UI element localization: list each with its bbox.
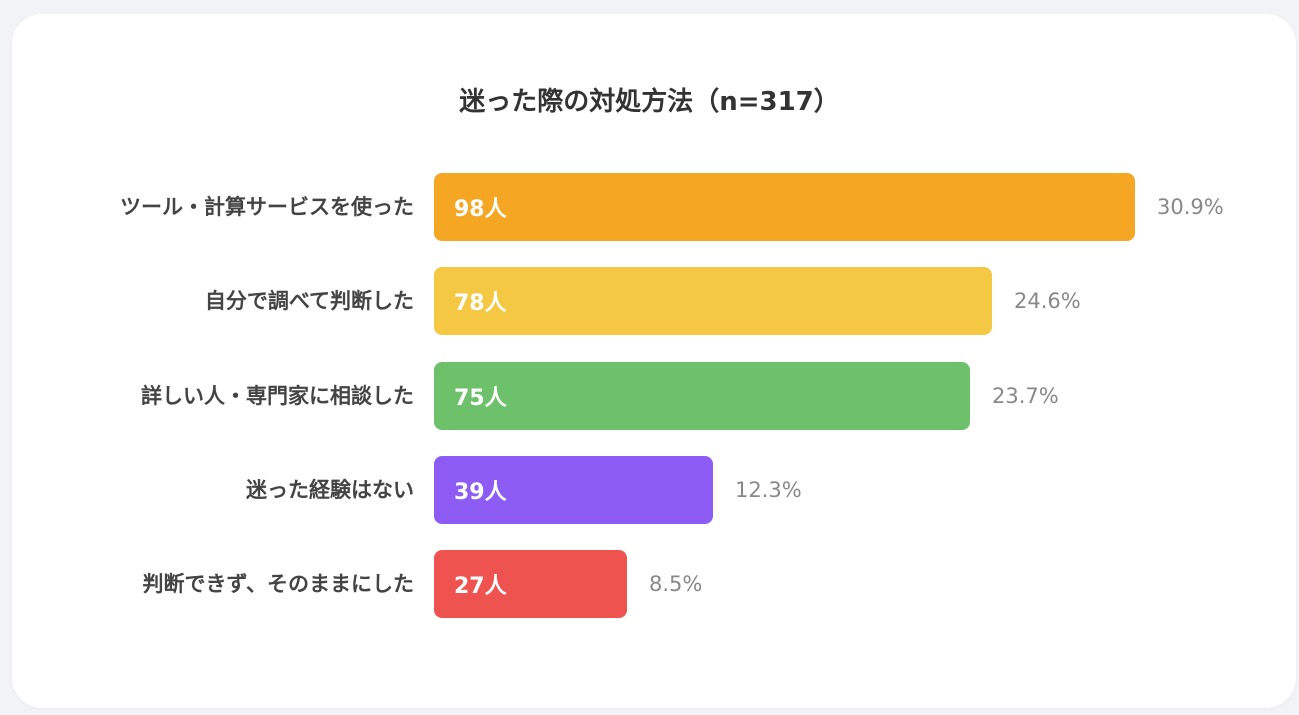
- bar: 39人: [434, 455, 713, 524]
- bar-row: 迷った経験はない 39人 12.3%: [0, 455, 1299, 524]
- percent-label: 8.5%: [649, 572, 703, 596]
- bar: 98人: [434, 173, 1135, 241]
- bar-row: 判断できず、そのままにした 27人 8.5%: [0, 550, 1299, 618]
- chart-title: 迷った際の対処方法（n=317）: [459, 87, 840, 117]
- value-label: 39人: [454, 479, 507, 505]
- value-label: 98人: [454, 197, 507, 222]
- category-label: 判断できず、そのままにした: [142, 572, 414, 596]
- bar: 75人: [434, 361, 970, 430]
- category-label: ツール・計算サービスを使った: [120, 195, 414, 219]
- percent-label: 30.9%: [1157, 195, 1224, 219]
- category-label: 詳しい人・専門家に相談した: [141, 383, 414, 408]
- value-label: 75人: [454, 385, 507, 411]
- value-label: 27人: [454, 574, 507, 599]
- chart-card: [12, 14, 1296, 708]
- bar: 78人: [434, 267, 992, 336]
- category-label: 自分で調べて判断した: [204, 289, 414, 314]
- bar-row: ツール・計算サービスを使った 98人 30.9%: [0, 173, 1299, 241]
- category-label: 迷った経験はない: [246, 477, 414, 502]
- bar-row: 詳しい人・専門家に相談した 75人 23.7%: [0, 361, 1299, 430]
- bar-row: 自分で調べて判断した 78人 24.6%: [0, 267, 1299, 336]
- percent-label: 12.3%: [735, 477, 802, 502]
- percent-label: 24.6%: [1014, 289, 1081, 314]
- bar: 27人: [434, 550, 627, 618]
- percent-label: 23.7%: [992, 383, 1059, 408]
- value-label: 78人: [454, 291, 507, 317]
